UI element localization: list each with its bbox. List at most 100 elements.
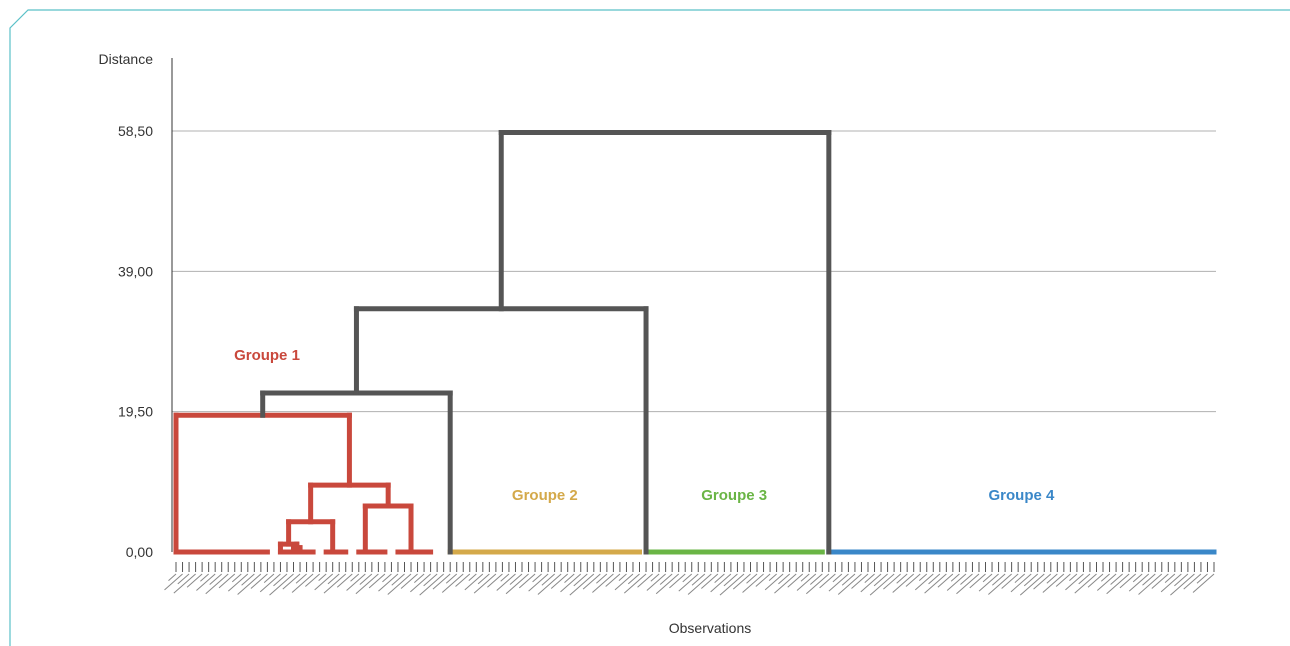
observation-label-mark <box>1065 573 1084 591</box>
observation-label-mark <box>646 573 666 591</box>
observation-label-mark <box>1110 573 1123 585</box>
observation-label-mark <box>336 573 353 588</box>
observation-label-mark <box>1192 573 1215 593</box>
observation-label-mark <box>419 573 444 596</box>
observation-label-mark <box>400 573 418 589</box>
observation-label-mark <box>177 573 190 585</box>
observation-label-mark <box>691 573 706 586</box>
observation-label-mark <box>1160 573 1182 593</box>
observation-label-mark <box>1055 573 1071 587</box>
observation-label-mark <box>455 573 471 587</box>
observation-label-mark <box>1019 573 1045 596</box>
observation-label-mark <box>1078 573 1091 585</box>
observation-label-mark <box>623 573 647 594</box>
observation-label-mark <box>618 573 627 581</box>
observation-label-mark <box>809 573 823 585</box>
observation-label-mark <box>346 573 366 591</box>
observation-label-mark <box>391 573 405 586</box>
observation-label-mark <box>314 573 334 591</box>
observation-label-mark <box>627 573 640 585</box>
observation-label-mark <box>500 573 510 582</box>
observation-label-mark <box>860 573 882 593</box>
observation-label-mark <box>250 573 268 589</box>
observation-label-mark <box>605 573 621 587</box>
observation-label-mark <box>946 573 967 591</box>
observation-label-mark <box>173 573 196 594</box>
observation-label-mark <box>550 573 569 589</box>
observation-label-mark <box>669 573 686 589</box>
observation-label-mark <box>487 573 503 588</box>
observation-label-mark <box>532 573 542 583</box>
observation-label-mark <box>978 573 999 592</box>
observation-label-mark <box>828 573 849 592</box>
observation-label-mark <box>805 573 830 595</box>
observation-label-mark <box>746 573 758 584</box>
observation-label-mark <box>1132 573 1143 583</box>
observation-label-mark <box>259 573 281 593</box>
y-tick-label: 19,50 <box>118 404 153 420</box>
observation-label-mark <box>582 573 601 590</box>
x-axis-ticks <box>175 562 1215 572</box>
observation-label-mark <box>196 573 216 591</box>
observation-label-mark <box>982 573 993 583</box>
observation-label-mark <box>787 573 804 588</box>
observation-label-mark <box>237 573 262 595</box>
observation-label-mark <box>569 573 595 596</box>
observation-label-mark <box>477 573 490 585</box>
observation-label-mark <box>209 573 223 585</box>
x-axis-title: Observations <box>669 620 751 636</box>
group-label: Groupe 2 <box>512 487 578 504</box>
observation-label-mark <box>323 573 347 594</box>
observation-label-mark <box>1106 573 1130 595</box>
group-labels: Groupe 1 Groupe 2 Groupe 3 Groupe 4 <box>234 347 1055 504</box>
observation-label-mark <box>359 573 373 585</box>
observation-label-mark <box>273 573 288 587</box>
observation-label-mark <box>1174 573 1189 587</box>
observation-label-mark <box>960 573 973 585</box>
observation-label-mark <box>796 573 817 591</box>
observation-label-mark <box>1128 573 1150 592</box>
observation-label-mark <box>413 573 425 583</box>
observation-label-mark <box>327 573 340 585</box>
observation-label-mark <box>410 573 431 593</box>
observation-label-mark <box>282 573 301 590</box>
observation-label-mark <box>1069 573 1078 581</box>
observation-label-mark <box>1183 573 1202 590</box>
observation-label-mark <box>496 573 516 591</box>
observation-label-mark <box>1033 573 1052 590</box>
dendrogram-links <box>173 129 1217 555</box>
observation-label-mark <box>1170 573 1195 596</box>
observation-label-mark <box>1023 573 1039 587</box>
observation-label-mark <box>505 573 529 595</box>
observation-label-mark <box>269 573 294 596</box>
observation-label-mark <box>637 573 653 588</box>
observation-label-mark <box>755 573 771 587</box>
observation-label-mark <box>937 573 954 588</box>
observation-label-mark <box>218 573 236 589</box>
observation-label-mark <box>241 573 255 586</box>
observation-label-mark <box>918 573 928 581</box>
observation-label-mark <box>382 573 392 583</box>
y-tick-label: 0,00 <box>126 544 153 560</box>
observation-label-mark <box>719 573 745 596</box>
observation-label-mark <box>1042 573 1065 593</box>
observation-label-mark <box>350 573 360 582</box>
observation-label-mark <box>592 573 614 593</box>
observation-label-mark <box>892 573 915 593</box>
observation-label-mark <box>1096 573 1117 591</box>
observation-label-mark <box>869 573 895 596</box>
y-axis-title: Distance <box>99 51 154 67</box>
observation-label-mark <box>992 573 1006 586</box>
observation-label-mark <box>423 573 438 587</box>
observation-label-mark <box>509 573 523 585</box>
observation-label-mark <box>168 573 177 581</box>
observation-label-mark <box>573 573 588 587</box>
observation-label-mark <box>682 573 693 583</box>
observation-label-mark <box>355 573 379 595</box>
observation-label-mark <box>650 573 660 582</box>
observation-label-mark <box>1196 573 1208 584</box>
observation-label-mark <box>710 573 732 593</box>
observation-label-mark <box>305 573 320 587</box>
group-label: Groupe 3 <box>701 487 767 504</box>
grid-lines <box>172 130 1216 413</box>
